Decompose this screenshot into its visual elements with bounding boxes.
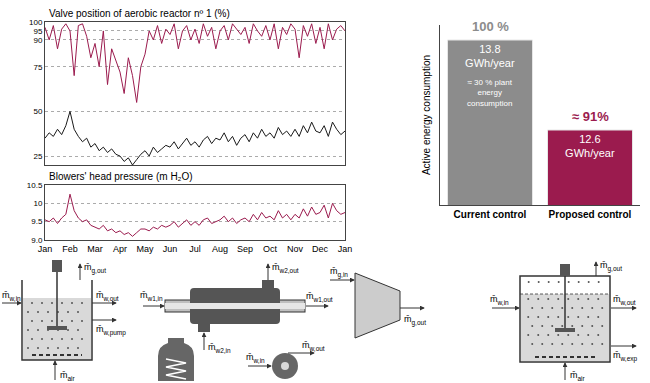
- svg-text:10: 10: [33, 199, 42, 208]
- svg-text:Nov: Nov: [287, 244, 304, 254]
- svg-text:50: 50: [33, 107, 42, 116]
- svg-text:m̄air: m̄air: [60, 370, 76, 382]
- svg-text:9.5: 9.5: [31, 217, 43, 226]
- svg-text:100: 100: [29, 18, 43, 27]
- svg-text:Jan: Jan: [338, 244, 353, 254]
- svg-text:Sep: Sep: [237, 244, 253, 254]
- svg-text:m̄w1,out: m̄w1,out: [306, 291, 333, 303]
- svg-text:90: 90: [33, 36, 42, 45]
- svg-text:Dec: Dec: [312, 244, 329, 254]
- svg-text:m̄g,out: m̄g,out: [404, 314, 426, 327]
- svg-text:m̄g,out: m̄g,out: [84, 262, 106, 275]
- svg-text:m̄w1,in: m̄w1,in: [140, 290, 163, 302]
- svg-text:Proposed control: Proposed control: [549, 209, 632, 220]
- svg-text:Active energy consumption: Active energy consumption: [421, 55, 432, 175]
- svg-text:May: May: [136, 244, 154, 254]
- svg-text:m̄w2,out: m̄w2,out: [272, 262, 299, 274]
- svg-text:Mar: Mar: [87, 244, 103, 254]
- svg-text:13.8GWh/year: 13.8GWh/year: [465, 43, 515, 69]
- svg-text:m̄w,in: m̄w,in: [2, 290, 21, 302]
- svg-text:95: 95: [33, 27, 42, 36]
- svg-text:m̄w,out: m̄w,out: [302, 340, 325, 352]
- svg-text:Jan: Jan: [38, 244, 53, 254]
- svg-text:Aug: Aug: [212, 244, 228, 254]
- svg-text:75: 75: [33, 62, 42, 71]
- svg-text:m̄w2,in: m̄w2,in: [208, 342, 231, 354]
- svg-text:m̄w,in: m̄w,in: [246, 352, 265, 364]
- svg-text:m̄w,in: m̄w,in: [490, 294, 509, 306]
- svg-text:Blowers' head pressure (m H₂O): Blowers' head pressure (m H₂O): [49, 171, 193, 182]
- svg-text:m̄w,out: m̄w,out: [613, 294, 636, 306]
- svg-text:m̄g,out: m̄g,out: [600, 260, 622, 273]
- svg-text:Feb: Feb: [62, 244, 78, 254]
- svg-text:≈ 30 % plantenergyconsumption: ≈ 30 % plantenergyconsumption: [467, 78, 513, 108]
- svg-text:Oct: Oct: [263, 244, 278, 254]
- svg-text:m̄w,exp: m̄w,exp: [613, 350, 638, 363]
- svg-text:Jun: Jun: [163, 244, 178, 254]
- svg-text:12.6GWh/year: 12.6GWh/year: [565, 133, 615, 159]
- svg-text:m̄g,in: m̄g,in: [330, 266, 348, 279]
- svg-text:Jul: Jul: [189, 244, 201, 254]
- svg-text:m̄air: m̄air: [570, 370, 586, 382]
- svg-text:Valve position of aerobic reac: Valve position of aerobic reactor nº 1 (…: [49, 8, 230, 19]
- svg-text:m̄w,out: m̄w,out: [96, 290, 119, 302]
- svg-text:Current control: Current control: [454, 209, 527, 220]
- svg-text:m̄w,pump: m̄w,pump: [96, 324, 126, 337]
- svg-text:≈ 91%: ≈ 91%: [572, 109, 609, 124]
- svg-text:25: 25: [33, 152, 42, 161]
- svg-text:Apr: Apr: [113, 244, 127, 254]
- svg-text:10.5: 10.5: [27, 181, 43, 190]
- svg-text:100 %: 100 %: [472, 19, 509, 34]
- svg-text:9.0: 9.0: [31, 236, 43, 245]
